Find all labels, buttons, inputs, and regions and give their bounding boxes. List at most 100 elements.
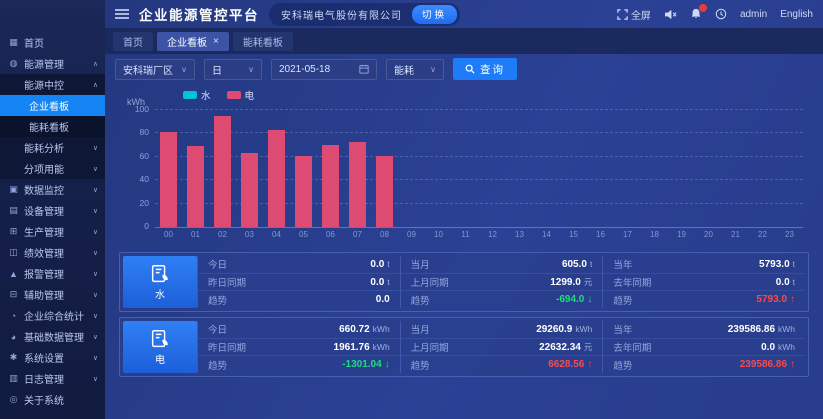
sidebar-item-sub-item-energy[interactable]: 分项用能 ∨ [0, 158, 105, 179]
stat-line: 去年同期 0.0 kWh [603, 337, 806, 356]
mute-button[interactable] [664, 9, 677, 20]
clock-button[interactable] [715, 8, 727, 20]
alarm-icon: ▲ [9, 268, 18, 279]
bar-电-05[interactable] [295, 155, 312, 227]
tab-enterprise-board[interactable]: 企业看板 × [157, 31, 229, 51]
device-icon: ▤ [9, 205, 18, 215]
site-select[interactable]: 安科瑞厂区 ∨ [115, 58, 195, 80]
legend-item-电[interactable]: 电 [226, 88, 255, 102]
sidebar-item-home[interactable]: ▦ 首页 [0, 32, 105, 53]
x-axis-tick-label: 03 [245, 230, 254, 239]
sidebar-item-data-monitor[interactable]: ▣ 数据监控 ∨ [0, 179, 105, 200]
stat-value: 239586.86 [727, 323, 776, 335]
chevron-down-icon: ∨ [92, 291, 98, 299]
username[interactable]: admin [739, 8, 768, 20]
chart-gridline [155, 132, 803, 134]
period-select[interactable]: 日 ∨ [204, 58, 262, 80]
chart-slot-14: 14 [533, 110, 560, 239]
bar-电-00[interactable] [160, 132, 177, 227]
stat-unit: kWh [778, 323, 796, 334]
stat-value: 0.0 [370, 258, 385, 270]
sidebar-item-about-system[interactable]: ◎ 关于系统 [0, 389, 105, 410]
x-axis-tick-label: 15 [569, 230, 578, 239]
tab-label: 首页 [123, 37, 143, 49]
sidebar-item-base-data-mgmt[interactable]: ◕ 基础数据管理 ∨ [0, 326, 105, 347]
stat-line: 上月同期 22632.34 元 [400, 337, 603, 356]
sidebar-item-label: 能耗分析 [24, 144, 64, 155]
sidebar-item-energy-center[interactable]: 能源中控 ∧ [0, 74, 105, 95]
bar-电-06[interactable] [322, 145, 339, 227]
x-axis-tick-label: 13 [515, 230, 524, 239]
y-axis-tick-label: 100 [134, 104, 149, 114]
sidebar-item-assist-mgmt[interactable]: ⊟ 辅助管理 ∨ [0, 284, 105, 305]
fullscreen-button[interactable]: 全屏 [617, 7, 651, 22]
energy-icon: ◍ [9, 58, 18, 68]
bar-电-01[interactable] [187, 146, 204, 227]
chart-gridline [155, 202, 803, 204]
sidebar-item-energy-mgmt[interactable]: ◍ 能源管理 ∧ [0, 53, 105, 74]
switch-company-button[interactable]: 切换 [412, 4, 458, 24]
sidebar-item-log-mgmt[interactable]: ▥ 日志管理 ∨ [0, 368, 105, 389]
stat-value: 1961.76 [333, 341, 370, 353]
stat-tile-电[interactable]: 电 [123, 321, 197, 373]
legend-item-水[interactable]: 水 [183, 88, 211, 102]
stat-unit: kWh [372, 341, 390, 352]
chevron-down-icon: ∨ [92, 165, 98, 173]
sidebar-item-device-mgmt[interactable]: ▤ 设备管理 ∨ [0, 200, 105, 221]
sidebar-item-performance-mgmt[interactable]: ◫ 绩效管理 ∨ [0, 242, 105, 263]
stat-line: 昨日同期 1961.76 kWh [198, 337, 400, 356]
x-axis-tick-label: 07 [353, 230, 362, 239]
sidebar-menu: ▦ 首页 ◍ 能源管理 ∧ 能源中控 ∧ 企业看板 能耗看板 能耗分析 ∨ 分项用能 ∨ ▣ 数据监控 ∨ ▤ 设… [0, 32, 105, 410]
close-icon[interactable]: × [213, 35, 219, 47]
language-switcher[interactable]: English [780, 8, 813, 20]
bar-电-03[interactable] [241, 153, 258, 227]
energy-type-select[interactable]: 能耗 ∨ [386, 58, 444, 80]
stat-value: 660.72 [339, 323, 370, 335]
x-axis-tick-label: 12 [488, 230, 497, 239]
bar-电-04[interactable] [268, 129, 285, 227]
chart-slot-06: 06 [317, 110, 344, 239]
sidebar-item-production-mgmt[interactable]: ⊞ 生产管理 ∨ [0, 221, 105, 242]
x-axis-tick-label: 02 [218, 230, 227, 239]
stat-unit: t [589, 258, 593, 269]
sidebar-item-enterprise-stats[interactable]: ◔ 企业综合统计 ∨ [0, 305, 105, 326]
chart-slot-23: 23 [776, 110, 803, 239]
stat-column: 当年 5793.0 t 去年同期 0.0 t 趋势 5793.0 ↑ [602, 256, 806, 308]
x-axis-tick-label: 00 [164, 230, 173, 239]
stat-tile-水[interactable]: 水 [123, 256, 197, 308]
tab-energy-board[interactable]: 能耗看板 [232, 31, 293, 51]
sidebar-item-energy-analysis[interactable]: 能耗分析 ∨ [0, 137, 105, 158]
x-axis-tick-label: 05 [299, 230, 308, 239]
chevron-down-icon: ∨ [92, 312, 98, 320]
stat-line: 趋势 -694.0 ↓ [400, 290, 603, 308]
sidebar-item-label: 企业看板 [29, 102, 69, 113]
legend-label: 电 [244, 91, 255, 102]
stat-value-group: 22632.34 元 [539, 341, 592, 353]
notifications-button[interactable] [690, 4, 707, 20]
chart-slot-19: 19 [668, 110, 695, 239]
clock-icon [715, 8, 727, 20]
date-picker[interactable]: 2021-05-18 [271, 58, 377, 80]
sidebar-item-label: 基础数据管理 [24, 333, 84, 344]
bar-电-08[interactable] [376, 155, 393, 227]
sidebar-item-alarm-mgmt[interactable]: ▲ 报警管理 ∨ [0, 263, 105, 284]
stat-label: 趋势 [613, 360, 633, 372]
bar-电-07[interactable] [349, 141, 366, 227]
sidebar-item-system-settings[interactable]: ✱ 系统设置 ∨ [0, 347, 105, 368]
stat-label: 趋势 [208, 360, 228, 372]
energy-bar-chart: 水电 kWh 0 20 40 60 80 100 00 01 02 03 04 05 06 07 08 09 1… [119, 88, 809, 244]
query-button[interactable]: 查询 [453, 58, 517, 80]
x-axis-tick-label: 11 [461, 230, 470, 239]
menu-toggle-icon[interactable] [115, 8, 129, 20]
bar-电-02[interactable] [214, 115, 231, 227]
chevron-down-icon: ∨ [92, 270, 98, 278]
sidebar-item-energy-board[interactable]: 能耗看板 [0, 116, 105, 137]
electricity-icon [149, 328, 171, 350]
stat-label: 当月 [410, 325, 430, 337]
monitor-icon: ▣ [9, 184, 18, 194]
stat-value-group: 605.0 t [562, 259, 592, 270]
tab-home[interactable]: 首页 [113, 31, 153, 51]
stat-unit: kWh [575, 323, 593, 334]
stat-label: 去年同期 [613, 278, 652, 289]
sidebar-item-enterprise-board[interactable]: 企业看板 [0, 95, 105, 116]
